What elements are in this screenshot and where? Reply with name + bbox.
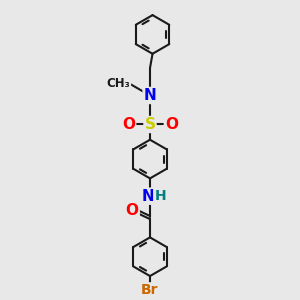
Text: O: O xyxy=(126,203,139,218)
Text: CH₃: CH₃ xyxy=(106,77,130,90)
Text: H: H xyxy=(154,189,166,203)
Text: N: N xyxy=(144,88,156,103)
Text: S: S xyxy=(145,117,155,132)
Text: O: O xyxy=(122,117,135,132)
Text: Br: Br xyxy=(141,283,159,297)
Text: O: O xyxy=(165,117,178,132)
Text: N: N xyxy=(142,189,154,204)
